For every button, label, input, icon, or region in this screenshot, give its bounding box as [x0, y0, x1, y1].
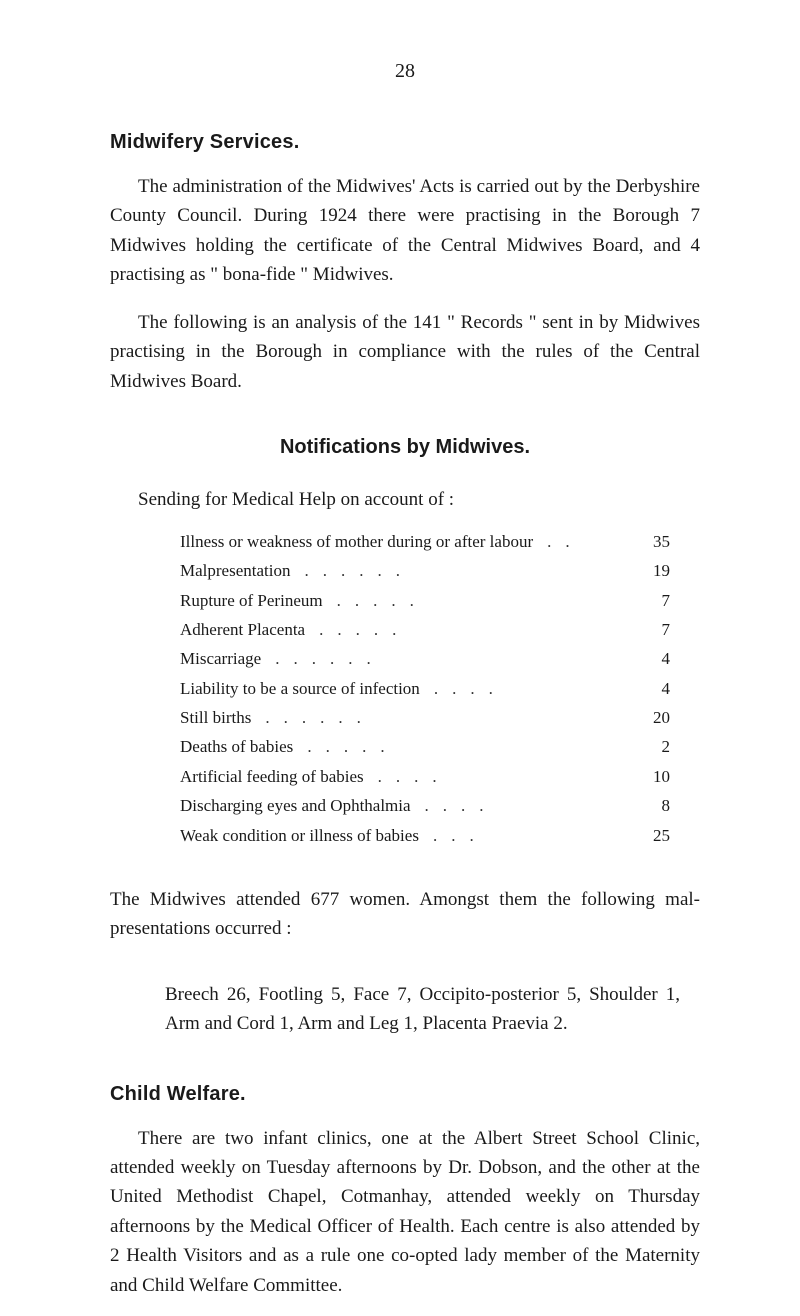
- para-text: There are two infant clinics, one at the…: [110, 1128, 700, 1296]
- row-label: Liability to be a source of infection: [180, 676, 420, 702]
- page-number: 28: [110, 60, 700, 83]
- row-label: Miscarriage: [180, 646, 261, 672]
- notifications-table: Illness or weakness of mother during or …: [180, 529, 670, 849]
- midwives-closing-paragraph: The Midwives attended 677 women. Amongst…: [110, 885, 700, 944]
- row-label: Weak condition or illness of babies: [180, 823, 419, 849]
- table-row: Weak condition or illness of babies ... …: [180, 823, 670, 849]
- breech-details: Breech 26, Footling 5, Face 7, Occipito-…: [165, 980, 680, 1039]
- leader-dots: ......: [261, 646, 624, 672]
- row-value: 10: [624, 764, 670, 790]
- row-label: Discharging eyes and Ophthalmia: [180, 793, 411, 819]
- para-text: The following is an analysis of the 141 …: [110, 312, 700, 392]
- child-welfare-paragraph: There are two infant clinics, one at the…: [110, 1124, 700, 1301]
- row-value: 4: [624, 676, 670, 702]
- table-row: Liability to be a source of infection ..…: [180, 676, 670, 702]
- row-label: Adherent Placenta: [180, 617, 305, 643]
- leader-dots: .....: [323, 588, 624, 614]
- leader-dots: .....: [293, 734, 624, 760]
- row-label: Rupture of Perineum: [180, 588, 323, 614]
- row-value: 8: [624, 793, 670, 819]
- document-page: 28 Midwifery Services. The administratio…: [0, 0, 800, 1316]
- row-label: Still births: [180, 705, 251, 731]
- row-value: 19: [624, 558, 670, 584]
- table-row: Malpresentation ...... 19: [180, 558, 670, 584]
- leader-dots: ..: [533, 529, 624, 555]
- table-row: Artificial feeding of babies .... 10: [180, 764, 670, 790]
- notifications-heading: Notifications by Midwives.: [110, 436, 700, 459]
- table-row: Discharging eyes and Ophthalmia .... 8: [180, 793, 670, 819]
- para-text: The administration of the Midwives' Acts…: [110, 176, 700, 285]
- table-row: Deaths of babies ..... 2: [180, 734, 670, 760]
- midwifery-paragraph-1: The administration of the Midwives' Acts…: [110, 172, 700, 290]
- row-value: 35: [624, 529, 670, 555]
- midwifery-paragraph-2: The following is an analysis of the 141 …: [110, 308, 700, 396]
- row-value: 7: [624, 617, 670, 643]
- row-value: 20: [624, 705, 670, 731]
- leader-dots: ......: [251, 705, 624, 731]
- leader-dots: .....: [305, 617, 624, 643]
- leader-dots: ...: [419, 823, 624, 849]
- leader-dots: ......: [290, 558, 624, 584]
- table-row: Still births ...... 20: [180, 705, 670, 731]
- row-value: 4: [624, 646, 670, 672]
- table-row: Illness or weakness of mother during or …: [180, 529, 670, 555]
- table-row: Rupture of Perineum ..... 7: [180, 588, 670, 614]
- row-value: 7: [624, 588, 670, 614]
- leader-dots: ....: [420, 676, 624, 702]
- table-row: Adherent Placenta ..... 7: [180, 617, 670, 643]
- row-label: Illness or weakness of mother during or …: [180, 529, 533, 555]
- row-label: Malpresentation: [180, 558, 290, 584]
- row-label: Artificial feeding of babies: [180, 764, 364, 790]
- notifications-intro: Sending for Medical Help on account of :: [138, 489, 700, 511]
- row-label: Deaths of babies: [180, 734, 293, 760]
- section-heading-child-welfare: Child Welfare.: [110, 1083, 700, 1106]
- leader-dots: ....: [364, 764, 624, 790]
- section-heading-midwifery: Midwifery Services.: [110, 131, 700, 154]
- row-value: 2: [624, 734, 670, 760]
- row-value: 25: [624, 823, 670, 849]
- para-text: The Midwives attended 677 women. Amongst…: [110, 889, 700, 939]
- table-row: Miscarriage ...... 4: [180, 646, 670, 672]
- leader-dots: ....: [411, 793, 624, 819]
